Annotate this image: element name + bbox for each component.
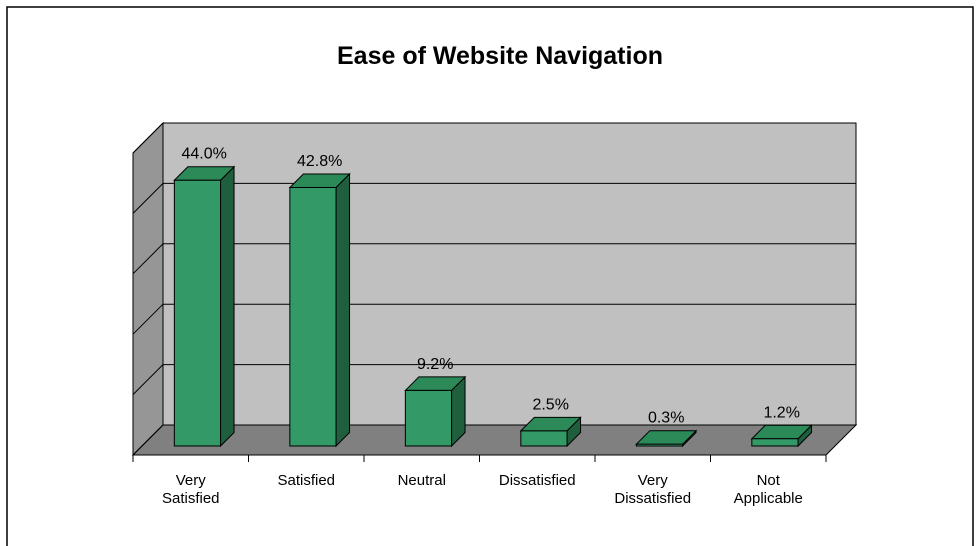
frame — [6, 6, 974, 546]
grid-line — [132, 182, 856, 214]
bar — [751, 438, 799, 447]
x-tick-label: Very Satisfied — [161, 472, 220, 507]
x-tick-label: Very Dissatisfied — [614, 472, 692, 507]
value-label: 42.8% — [297, 153, 342, 170]
bar-side — [220, 165, 235, 448]
bar — [635, 443, 684, 447]
chart-title: Ease of Website Navigation — [337, 42, 663, 70]
value-label: 2.5% — [532, 396, 568, 413]
grid-line — [132, 122, 856, 154]
floor — [131, 424, 858, 456]
x-tick-label: Dissatisfied — [498, 472, 576, 489]
grid-line — [132, 364, 856, 395]
bar — [173, 179, 222, 447]
bar-side — [335, 172, 351, 448]
grid-line — [132, 303, 856, 335]
bar — [404, 389, 453, 447]
bar — [289, 186, 337, 447]
x-tick-label: Neutral — [397, 472, 446, 489]
value-label: 9.2% — [417, 356, 453, 373]
back-wall — [162, 122, 857, 426]
x-tick-label: Satisfied — [277, 472, 336, 489]
side-wall — [132, 121, 164, 457]
bar — [520, 430, 568, 447]
grid-line — [132, 424, 856, 456]
value-label: 44.0% — [182, 146, 227, 163]
x-tick-label: Not Applicable — [733, 472, 803, 507]
grid-line — [132, 243, 856, 275]
value-label: 1.2% — [763, 404, 799, 421]
value-label: 0.3% — [648, 410, 684, 427]
